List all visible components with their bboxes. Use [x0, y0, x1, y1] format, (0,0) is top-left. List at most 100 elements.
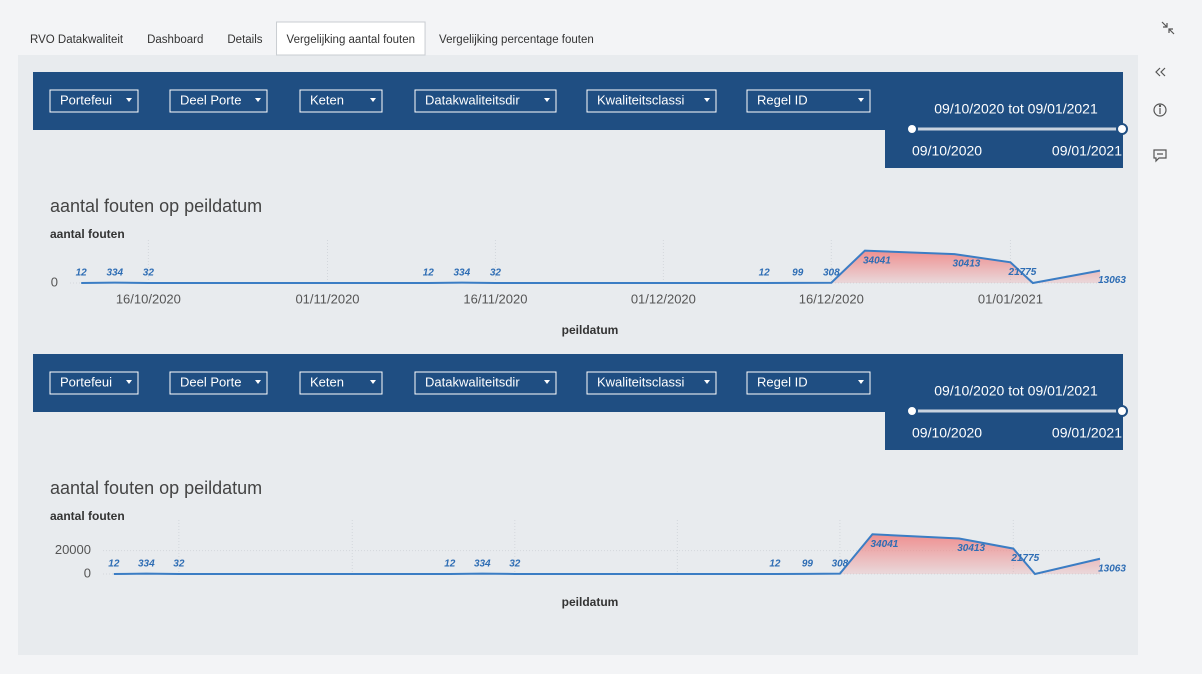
dropdown-label[interactable]: Deel Porte — [180, 374, 241, 389]
x-tick-label: 16/10/2020 — [116, 291, 181, 306]
slider-handle[interactable] — [1116, 405, 1128, 417]
x-tick-label: 01/11/2020 — [295, 291, 359, 306]
dropdown-box[interactable] — [299, 371, 383, 395]
dropdown-box[interactable] — [169, 89, 268, 113]
slider-handle[interactable] — [906, 123, 918, 135]
line — [81, 249, 1101, 285]
data-label: 12 — [444, 559, 456, 570]
data-label: 334 — [454, 267, 471, 278]
filter-dropdown[interactable]: Portefeui — [49, 89, 139, 113]
data-label: 12 — [108, 559, 120, 570]
data-label: 32 — [143, 268, 155, 279]
collapse-icon[interactable] — [1161, 21, 1175, 35]
tab[interactable]: RVO Datakwaliteit — [20, 22, 133, 55]
x-tick-label: 01/01/2021 — [978, 291, 1043, 306]
right-rail — [1153, 21, 1175, 163]
filter-dropdown[interactable]: Deel Porte — [169, 89, 268, 113]
tab-label[interactable]: Details — [227, 34, 262, 46]
tab[interactable]: Vergelijking percentage fouten — [429, 22, 604, 55]
slider-handle[interactable] — [1116, 123, 1128, 135]
data-label: 99 — [802, 559, 814, 570]
date-slider-box — [885, 72, 1123, 168]
dropdown-label[interactable]: Kwaliteitsclassi — [597, 92, 685, 107]
data-label: 12 — [76, 268, 88, 279]
collapse-panel-icon[interactable] — [1155, 67, 1166, 77]
date-range-label: 09/10/2020 tot 09/01/2021 — [934, 101, 1098, 117]
info-icon[interactable] — [1153, 103, 1167, 117]
dropdown-caret[interactable] — [255, 98, 261, 102]
dropdown-box[interactable] — [414, 371, 557, 395]
y-axis-label: aantal fouten — [50, 509, 125, 523]
tab-label[interactable]: Dashboard — [147, 34, 203, 46]
dropdown-caret[interactable] — [544, 98, 550, 102]
area — [831, 250, 1100, 283]
dropdown-box[interactable] — [746, 371, 871, 395]
dropdown-label[interactable]: Datakwaliteitsdir — [425, 92, 520, 107]
dropdown-caret[interactable] — [126, 380, 132, 384]
data-label: 21775 — [1010, 553, 1039, 564]
tab[interactable]: Vergelijking aantal fouten — [276, 21, 426, 56]
dropdown-label[interactable]: Keten — [310, 92, 344, 107]
tab-label[interactable]: Vergelijking aantal fouten — [287, 34, 416, 46]
dropdown-caret[interactable] — [370, 98, 376, 102]
dropdown-caret[interactable] — [858, 98, 864, 102]
y-tick-label: 0 — [51, 274, 58, 289]
dropdown-box[interactable] — [414, 89, 557, 113]
dropdown-box[interactable] — [49, 89, 139, 113]
dropdown-box[interactable] — [586, 371, 717, 395]
dropdown-caret[interactable] — [370, 380, 376, 384]
data-label: 334 — [138, 558, 155, 569]
filter-dropdown[interactable]: Keten — [299, 89, 383, 113]
filter-dropdown[interactable]: Keten — [299, 371, 383, 395]
comment-icon[interactable] — [1153, 149, 1167, 163]
tab[interactable]: Dashboard — [137, 22, 213, 55]
y-tick-label: 0 — [84, 565, 91, 580]
dropdown-label[interactable]: Datakwaliteitsdir — [425, 374, 520, 389]
dropdown-label[interactable]: Portefeui — [60, 374, 112, 389]
filter-dropdown[interactable]: Kwaliteitsclassi — [586, 371, 717, 395]
slider-handle[interactable] — [906, 405, 918, 417]
dropdown-caret[interactable] — [704, 380, 710, 384]
dropdown-caret[interactable] — [858, 380, 864, 384]
tab-label[interactable]: Vergelijking percentage fouten — [439, 34, 594, 46]
dropdown-label[interactable]: Deel Porte — [180, 92, 241, 107]
filter-dropdown[interactable]: Kwaliteitsclassi — [586, 89, 717, 113]
filter-dropdown[interactable]: Datakwaliteitsdir — [414, 371, 557, 395]
dropdown-caret[interactable] — [126, 98, 132, 102]
data-label: 34041 — [871, 539, 899, 550]
tab[interactable]: Details — [217, 22, 272, 55]
date-slider-box — [885, 354, 1123, 450]
dropdown-caret[interactable] — [255, 380, 261, 384]
data-label: 12 — [423, 268, 435, 279]
dropdown-label[interactable]: Regel ID — [757, 92, 808, 107]
dropdown-caret[interactable] — [704, 98, 710, 102]
data-label: 334 — [474, 558, 491, 569]
slider-start-label: 09/10/2020 — [912, 425, 982, 441]
data-label: 12 — [759, 268, 771, 279]
filter-dropdown[interactable]: Datakwaliteitsdir — [414, 89, 557, 113]
dropdown-label[interactable]: Regel ID — [757, 374, 808, 389]
data-label: 308 — [823, 267, 840, 278]
dropdown-label[interactable]: Kwaliteitsclassi — [597, 374, 685, 389]
tab-label[interactable]: RVO Datakwaliteit — [30, 34, 124, 46]
filter-dropdown[interactable]: Regel ID — [746, 89, 871, 113]
filter-dropdown[interactable]: Deel Porte — [169, 371, 268, 395]
y-tick-label: 20000 — [55, 542, 91, 557]
tab-background[interactable] — [276, 21, 426, 56]
data-label: 30413 — [957, 543, 985, 554]
slider-end-label: 09/01/2021 — [1052, 143, 1122, 159]
x-axis-label: peildatum — [562, 323, 619, 337]
filter-dropdown[interactable]: Portefeui — [49, 371, 139, 395]
date-range-label: 09/10/2020 tot 09/01/2021 — [934, 383, 1098, 399]
filter-dropdown[interactable]: Regel ID — [746, 371, 871, 395]
dropdown-box[interactable] — [49, 371, 139, 395]
dropdown-box[interactable] — [169, 371, 268, 395]
dropdown-box[interactable] — [746, 89, 871, 113]
data-label: 99 — [792, 268, 804, 279]
dropdown-box[interactable] — [586, 89, 717, 113]
dropdown-box[interactable] — [299, 89, 383, 113]
area — [839, 534, 1100, 574]
dropdown-caret[interactable] — [544, 380, 550, 384]
dropdown-label[interactable]: Portefeui — [60, 92, 112, 107]
dropdown-label[interactable]: Keten — [310, 374, 344, 389]
